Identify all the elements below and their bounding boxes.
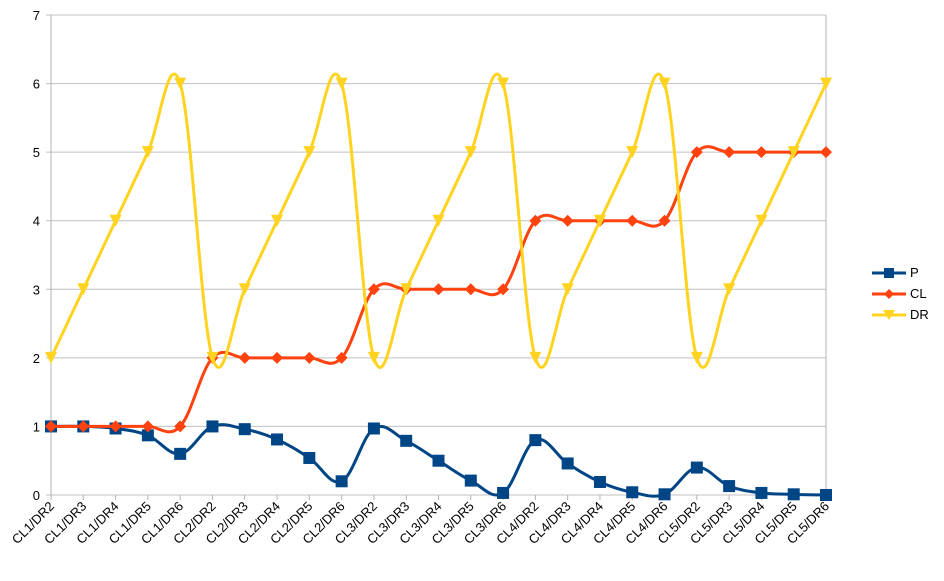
diamond-marker-icon xyxy=(497,283,510,296)
legend-item-p: P xyxy=(872,262,929,283)
legend-label: P xyxy=(910,265,919,280)
triangle-down-marker-icon xyxy=(755,214,768,227)
diamond-marker-icon xyxy=(820,146,832,159)
series-cl xyxy=(45,145,832,434)
square-marker-icon xyxy=(787,488,800,501)
triangle-down-marker-icon xyxy=(464,146,477,159)
triangle-down-marker-icon xyxy=(367,351,380,364)
diamond-marker-icon xyxy=(658,214,671,227)
square-marker-icon xyxy=(174,447,187,460)
diamond-marker-icon xyxy=(755,146,768,159)
triangle-down-marker-icon xyxy=(109,214,122,227)
y-tick-label: 3 xyxy=(33,282,40,297)
triangle-down-marker-icon xyxy=(77,283,90,296)
triangle-down-marker-icon xyxy=(529,351,542,364)
square-marker-icon xyxy=(820,489,832,501)
triangle-down-marker-icon xyxy=(690,351,703,364)
square-marker-icon xyxy=(303,451,316,464)
diamond-marker-icon xyxy=(109,420,122,433)
square-marker-icon xyxy=(529,434,542,447)
diamond-marker-icon xyxy=(335,351,348,364)
diamond-marker-icon xyxy=(690,146,703,159)
diamond-marker-icon xyxy=(432,283,445,296)
diamond-marker-icon xyxy=(464,283,477,296)
diamond-marker-icon xyxy=(238,351,251,364)
square-marker-icon xyxy=(400,434,413,447)
square-marker-icon xyxy=(238,423,251,436)
square-marker-icon xyxy=(497,486,510,499)
y-tick-label: 2 xyxy=(33,351,40,366)
diamond-marker-icon xyxy=(723,146,736,159)
diamond-marker-icon xyxy=(872,288,906,299)
y-tick-label: 0 xyxy=(33,488,40,503)
y-tick-label: 7 xyxy=(33,8,40,23)
triangle-down-marker-icon xyxy=(561,283,574,296)
diamond-marker-icon xyxy=(77,420,90,433)
triangle-down-marker-icon xyxy=(593,214,606,227)
triangle-down-marker-icon xyxy=(432,214,445,227)
diamond-marker-icon xyxy=(174,420,187,433)
square-marker-icon xyxy=(271,433,284,446)
diamond-marker-icon xyxy=(45,420,57,433)
diamond-marker-icon xyxy=(367,283,380,296)
triangle-down-marker-icon xyxy=(820,77,832,90)
triangle-down-marker-icon xyxy=(45,351,57,364)
square-marker-icon xyxy=(464,474,477,487)
triangle-down-marker-icon xyxy=(271,214,284,227)
legend-item-cl: CL xyxy=(872,283,929,304)
triangle-down-marker-icon xyxy=(626,146,639,159)
y-tick-label: 4 xyxy=(33,214,40,229)
diamond-marker-icon xyxy=(561,214,574,227)
square-marker-icon xyxy=(626,486,639,499)
triangle-down-marker-icon xyxy=(335,77,348,90)
triangle-down-marker-icon xyxy=(174,77,187,90)
square-marker-icon xyxy=(335,475,348,488)
series-lines xyxy=(45,72,832,501)
square-marker-icon xyxy=(367,422,380,435)
square-marker-icon xyxy=(432,454,445,467)
x-axis: CL1/DR2CL1/DR3CL1/DR4CL1/DR5CL1/DR6CL2/D… xyxy=(9,495,832,547)
triangle-down-marker-icon xyxy=(141,146,154,159)
square-marker-icon xyxy=(206,420,219,433)
diamond-marker-icon xyxy=(529,214,542,227)
square-marker-icon xyxy=(690,461,703,474)
legend-label: DR xyxy=(910,307,929,322)
triangle-down-marker-icon xyxy=(658,77,671,90)
legend: P CL DR xyxy=(872,262,929,325)
square-marker-icon xyxy=(141,429,154,442)
diamond-marker-icon xyxy=(271,351,284,364)
y-tick-label: 1 xyxy=(33,419,40,434)
triangle-down-marker-icon xyxy=(206,351,219,364)
gridlines xyxy=(46,14,827,500)
y-axis: 0 1 2 3 4 5 6 7 xyxy=(33,8,40,503)
triangle-down-marker-icon xyxy=(787,146,800,159)
square-marker-icon xyxy=(872,267,906,278)
square-marker-icon xyxy=(561,457,574,470)
square-marker-icon xyxy=(658,488,671,501)
triangle-down-marker-icon xyxy=(400,283,413,296)
series-dr xyxy=(45,72,832,369)
y-tick-label: 5 xyxy=(33,145,40,160)
legend-item-dr: DR xyxy=(872,304,929,325)
square-marker-icon xyxy=(723,480,736,493)
y-tick-label: 6 xyxy=(33,77,40,92)
legend-label: CL xyxy=(910,286,927,301)
triangle-down-marker-icon xyxy=(303,146,316,159)
triangle-down-marker-icon xyxy=(872,309,906,320)
diamond-marker-icon xyxy=(626,214,639,227)
diamond-marker-icon xyxy=(141,420,154,433)
diamond-marker-icon xyxy=(303,351,316,364)
triangle-down-marker-icon xyxy=(723,283,736,296)
triangle-down-marker-icon xyxy=(238,283,251,296)
square-marker-icon xyxy=(593,475,606,488)
series-p xyxy=(45,420,832,501)
triangle-down-marker-icon xyxy=(497,77,510,90)
square-marker-icon xyxy=(755,486,768,499)
